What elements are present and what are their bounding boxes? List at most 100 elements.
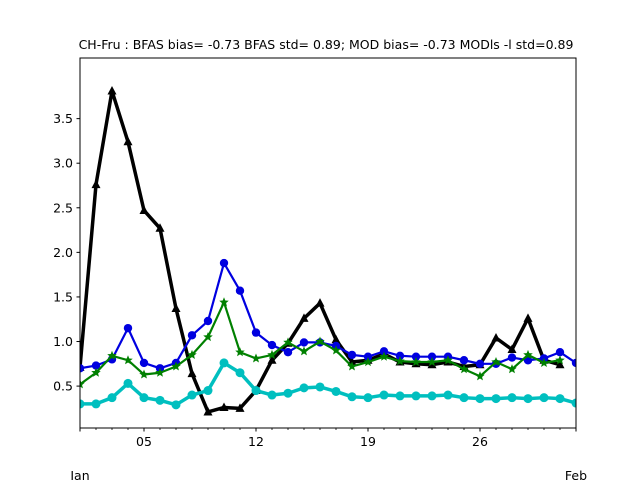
plot-area-frame [79, 57, 577, 429]
data-point [235, 347, 245, 357]
x-month-label: Jan [69, 468, 89, 480]
data-point [427, 352, 437, 361]
data-point [379, 351, 389, 361]
data-point [107, 350, 117, 360]
data-point [395, 351, 405, 360]
data-point [187, 368, 197, 378]
data-point [555, 355, 565, 365]
data-point [331, 386, 341, 396]
data-point [363, 352, 373, 361]
data-point [123, 136, 133, 146]
data-point [475, 371, 485, 381]
y-tick-label: 1.5 [53, 289, 73, 304]
data-point [411, 391, 421, 401]
data-point [283, 348, 293, 357]
data-point [219, 358, 229, 368]
data-point [539, 357, 549, 367]
data-point [299, 346, 309, 356]
data-point [395, 356, 405, 366]
x-month-label: Feb [565, 468, 587, 480]
data-point [507, 353, 517, 362]
data-point [80, 399, 85, 409]
data-point [139, 369, 149, 379]
data-point [459, 364, 469, 374]
data-point [507, 344, 517, 354]
data-point [491, 332, 501, 342]
data-point [203, 406, 213, 416]
data-point [363, 357, 373, 367]
data-point [219, 402, 229, 411]
data-point [80, 379, 85, 389]
data-point [267, 340, 277, 350]
data-point [331, 334, 341, 344]
data-point [171, 303, 181, 313]
data-point [267, 390, 277, 400]
series-3 [80, 297, 565, 389]
data-point [267, 355, 277, 364]
data-point [523, 313, 533, 322]
data-point [315, 298, 325, 307]
data-point [395, 391, 405, 401]
data-point [91, 399, 101, 409]
data-point [123, 323, 133, 333]
series-2-line [80, 261, 576, 370]
data-point [91, 179, 101, 189]
data-point [555, 394, 565, 404]
data-point [123, 378, 133, 388]
x-tick-label: 19 [360, 434, 376, 449]
data-point [203, 386, 213, 396]
data-point [347, 361, 357, 371]
x-tick-label: 26 [472, 434, 488, 449]
data-point [155, 367, 165, 377]
data-point [475, 359, 485, 369]
data-point [523, 394, 533, 404]
data-point [411, 357, 421, 367]
data-point [107, 85, 117, 95]
data-point [107, 393, 117, 403]
data-point [219, 297, 229, 307]
data-point [80, 364, 85, 373]
plot-marks [80, 85, 576, 416]
data-point [427, 391, 437, 401]
data-point [299, 338, 309, 347]
data-point [267, 349, 277, 359]
axes: 0.5 1.0 1.5 2.0 2.5 3.0 3.5 05 12 19 26 Jan Feb [53, 111, 587, 480]
y-tick-label: 3.0 [53, 156, 73, 171]
data-point [347, 350, 357, 360]
data-point [155, 395, 165, 405]
data-point [299, 383, 309, 393]
data-point [251, 328, 261, 337]
data-point [411, 352, 421, 361]
y-tick-label: 1.0 [53, 334, 73, 349]
data-point [171, 361, 181, 371]
data-point [139, 205, 149, 214]
data-point [123, 355, 133, 365]
data-point [235, 368, 245, 378]
data-point [315, 336, 325, 346]
data-point [187, 390, 197, 400]
y-tick-label: 0.5 [53, 379, 73, 394]
data-point [235, 403, 245, 412]
data-point [299, 313, 309, 322]
data-point [491, 357, 501, 367]
data-point [571, 358, 576, 368]
data-point [491, 394, 501, 404]
data-point [203, 332, 213, 342]
data-point [283, 337, 293, 347]
data-point [571, 398, 576, 408]
series-2 [80, 258, 576, 373]
data-point [443, 390, 453, 400]
data-point [235, 286, 245, 295]
data-point [555, 348, 565, 357]
data-point [251, 386, 261, 396]
data-point [363, 393, 373, 403]
data-point [91, 361, 101, 370]
data-point [139, 393, 149, 403]
data-point [475, 394, 485, 404]
data-point [379, 347, 389, 356]
data-point [203, 316, 213, 326]
data-point [219, 258, 229, 268]
series-4 [80, 358, 576, 410]
data-point [459, 393, 469, 403]
